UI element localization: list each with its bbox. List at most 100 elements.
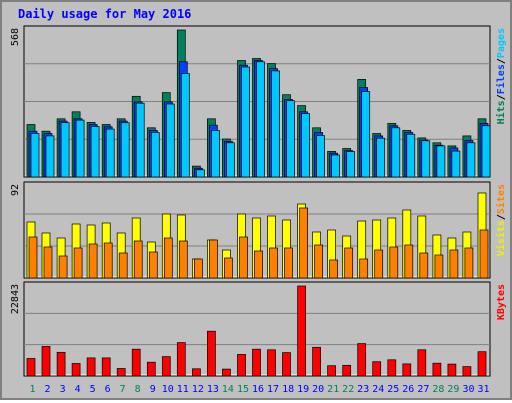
bar-kbytes-day-12 <box>192 368 201 377</box>
bar-pages-day-22 <box>346 151 356 178</box>
bar-kbytes-day-9 <box>146 361 156 377</box>
bar-kbytes-day-27 <box>417 349 427 377</box>
bar-pages-day-13 <box>211 130 220 178</box>
day-label-31: 31 <box>477 384 489 395</box>
bar-pages-day-15 <box>241 66 250 178</box>
axis-label-part: / <box>496 58 507 64</box>
bar-pages-day-31 <box>481 125 491 178</box>
day-label-4: 4 <box>75 384 81 395</box>
bar-sites-day-18 <box>284 247 293 279</box>
bar-pages-day-12 <box>196 169 205 178</box>
bar-sites-day-9 <box>148 251 158 279</box>
bar-kbytes-day-22 <box>342 364 352 377</box>
bar-pages-day-29 <box>451 150 461 178</box>
bar-pages-day-23 <box>361 91 371 178</box>
panel-2: 92 Visits/Sites <box>10 181 507 279</box>
day-label-30: 30 <box>462 384 474 395</box>
axis-label-part: KBytes <box>496 284 507 320</box>
bar-kbytes-day-30 <box>462 366 472 377</box>
panel-axis-label: KBytes <box>496 284 507 320</box>
bar-kbytes-day-2 <box>41 346 51 377</box>
bar-pages-day-14 <box>226 142 235 178</box>
bar-sites-day-23 <box>359 258 369 279</box>
bar-pages-day-4 <box>75 119 85 178</box>
bar-sites-day-3 <box>58 255 68 279</box>
bar-sites-day-11 <box>178 240 188 279</box>
bar-sites-day-5 <box>88 243 98 279</box>
day-label-15: 15 <box>237 384 249 395</box>
day-label-14: 14 <box>222 384 234 395</box>
bar-sites-day-21 <box>329 259 338 279</box>
bar-kbytes-day-29 <box>447 363 457 377</box>
bar-pages-day-6 <box>105 128 115 178</box>
bar-kbytes-day-3 <box>56 351 66 377</box>
bar-pages-day-30 <box>466 142 476 178</box>
bar-pages-day-7 <box>120 122 130 178</box>
day-label-19: 19 <box>297 384 309 395</box>
chart-title: Daily usage for May 2016 <box>18 7 191 21</box>
bar-sites-day-4 <box>73 247 83 279</box>
bar-sites-day-31 <box>479 229 489 279</box>
day-label-23: 23 <box>357 384 369 395</box>
bar-pages-day-1 <box>30 133 40 178</box>
bar-pages-day-3 <box>60 122 70 178</box>
day-label-11: 11 <box>177 384 189 395</box>
bar-kbytes-day-10 <box>161 356 171 377</box>
bar-sites-day-13 <box>209 239 218 279</box>
bar-pages-day-25 <box>391 127 401 178</box>
bar-pages-day-16 <box>256 61 265 178</box>
day-label-16: 16 <box>252 384 264 395</box>
axis-label-part: / <box>496 214 507 220</box>
bar-sites-day-27 <box>419 252 429 279</box>
day-label-26: 26 <box>402 384 414 395</box>
day-label-13: 13 <box>207 384 219 395</box>
bar-sites-day-12 <box>194 258 203 279</box>
day-label-29: 29 <box>447 384 459 395</box>
bar-sites-day-1 <box>28 236 38 279</box>
bar-pages-day-21 <box>331 154 340 178</box>
bar-pages-day-2 <box>45 135 55 178</box>
day-label-3: 3 <box>60 384 66 395</box>
panel-max-label: 568 <box>10 28 21 46</box>
bar-kbytes-day-19 <box>297 285 306 377</box>
day-label-6: 6 <box>105 384 111 395</box>
day-label-24: 24 <box>372 384 384 395</box>
bar-pages-day-5 <box>90 126 100 178</box>
bar-sites-day-25 <box>389 246 399 279</box>
bar-sites-day-20 <box>314 244 323 279</box>
bar-kbytes-day-31 <box>477 351 487 377</box>
panel-1: 568 Hits/Files/Pages <box>10 25 507 178</box>
day-label-22: 22 <box>342 384 354 395</box>
bar-sites-day-16 <box>254 250 263 279</box>
axis-label-part: Visits <box>495 220 507 256</box>
axis-label-part: / <box>496 94 507 100</box>
day-label-2: 2 <box>44 384 50 395</box>
axis-label-part: Pages <box>496 28 507 58</box>
panel-axis-label: Hits/Files/Pages <box>495 28 507 124</box>
bar-kbytes-day-26 <box>402 363 412 377</box>
day-label-8: 8 <box>135 384 141 395</box>
day-label-9: 9 <box>150 384 156 395</box>
bar-kbytes-day-15 <box>237 354 246 377</box>
bar-pages-day-19 <box>301 113 310 178</box>
day-label-17: 17 <box>267 384 279 395</box>
bar-kbytes-day-20 <box>312 346 321 377</box>
bar-kbytes-day-11 <box>176 342 186 377</box>
bar-sites-day-6 <box>103 242 113 279</box>
bar-sites-day-24 <box>374 249 384 279</box>
bar-pages-day-8 <box>135 102 145 178</box>
bar-sites-day-29 <box>449 249 459 279</box>
bar-sites-day-22 <box>344 247 354 279</box>
day-label-27: 27 <box>417 384 429 395</box>
bar-pages-day-26 <box>406 133 416 178</box>
bar-kbytes-day-23 <box>357 343 367 377</box>
bar-pages-day-9 <box>150 132 160 178</box>
bar-kbytes-day-5 <box>86 357 96 377</box>
axis-label-part: Sites <box>495 184 507 214</box>
panel-3: 22843 KBytes <box>10 281 507 377</box>
bar-pages-day-18 <box>286 100 295 178</box>
bar-kbytes-day-14 <box>222 368 231 377</box>
usage-chart: Daily usage for May 2016 568 Hits/Files/P… <box>10 7 507 395</box>
day-label-20: 20 <box>312 384 324 395</box>
